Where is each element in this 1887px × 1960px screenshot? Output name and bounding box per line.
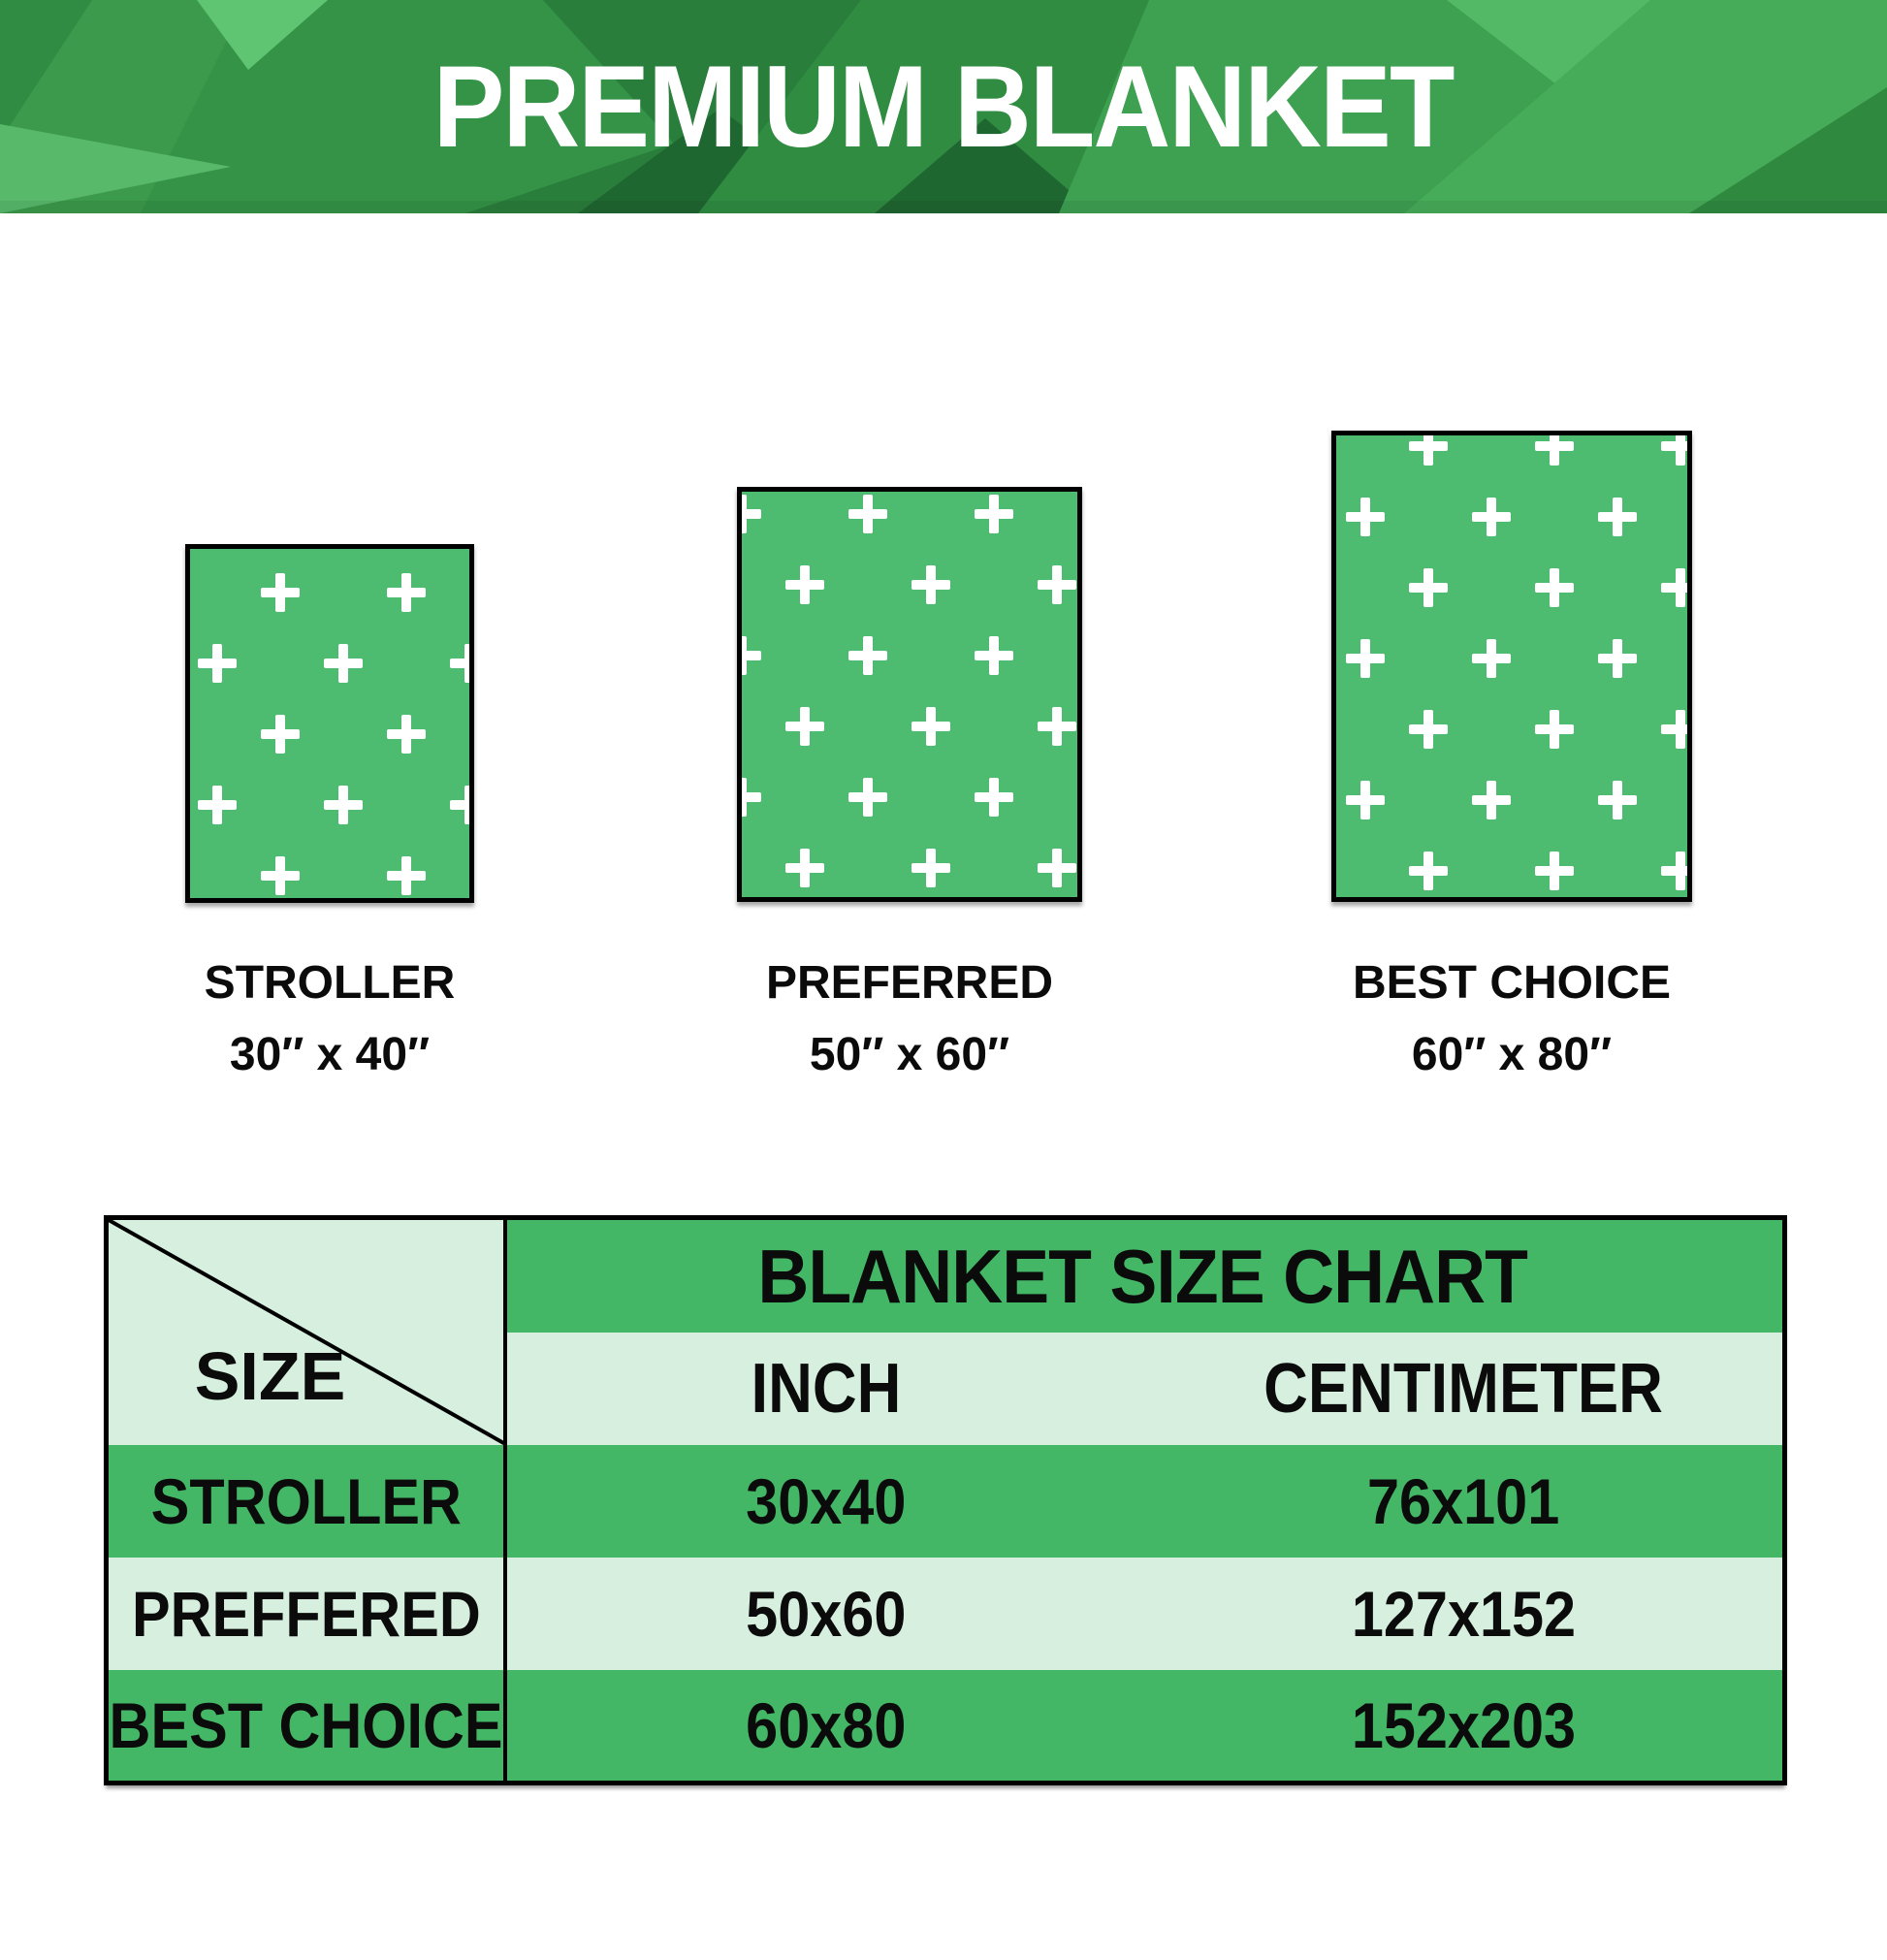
corner-diagonal-line	[109, 1220, 507, 1445]
row-label-stroller: STROLLER	[150, 1465, 462, 1537]
banner: PREMIUM BLANKET	[0, 0, 1887, 213]
column-header-centimeter: CENTIMETER	[1263, 1350, 1663, 1428]
blanket-name-label: PREFERRED	[765, 957, 1054, 1009]
table-title: BLANKET SIZE CHART	[503, 1220, 1782, 1333]
banner-lowpoly-graphic	[0, 0, 1887, 213]
blanket-size-label: 50″ x 60″	[809, 1029, 1010, 1080]
corner-size-label: SIZE	[194, 1338, 346, 1414]
blanket-size-label: 30″ x 40″	[229, 1029, 431, 1080]
page-title-text: PREMIUM BLANKET	[433, 42, 1455, 172]
caption-stroller: STROLLER 30″ x 40″	[97, 955, 562, 1083]
table-header-band	[503, 1220, 1782, 1333]
row-preffered-centimeter-value: 127x152	[1351, 1578, 1576, 1650]
row-preffered-inch-value: 50x60	[745, 1578, 907, 1650]
table-column-divider	[503, 1220, 507, 1781]
corner-size-cell: SIZE	[109, 1333, 503, 1445]
blanket-size-label: 60″ x 80″	[1411, 1029, 1613, 1080]
blanket-size-chart-table: BLANKET SIZE CHART SIZE INCH CENTIMETER …	[104, 1215, 1787, 1785]
row-best-choice-centimeter-value: 152x203	[1351, 1689, 1576, 1761]
row-stroller-inch-value: 30x40	[745, 1465, 907, 1537]
blanket-name-label: STROLLER	[204, 957, 456, 1009]
column-header-inch: INCH	[751, 1350, 901, 1428]
page-title: PREMIUM BLANKET	[0, 0, 1887, 213]
blanket-graphic-best-choice	[1331, 431, 1692, 902]
row-label-best-choice: BEST CHOICE	[109, 1689, 503, 1761]
blanket-graphic-stroller	[185, 544, 474, 903]
table-row-band-stroller	[109, 1445, 1782, 1558]
table-title-text: BLANKET SIZE CHART	[757, 1233, 1529, 1319]
caption-best-choice: BEST CHOICE 60″ x 80″	[1279, 955, 1744, 1083]
row-best-choice-inch-value: 60x80	[745, 1689, 907, 1761]
table-row-band-best-choice	[109, 1670, 1782, 1781]
caption-preferred: PREFERRED 50″ x 60″	[677, 955, 1142, 1083]
row-stroller-centimeter-value: 76x101	[1366, 1465, 1560, 1537]
blanket-graphic-preferred	[737, 487, 1082, 902]
row-label-preffered: PREFFERED	[131, 1578, 481, 1650]
blanket-name-label: BEST CHOICE	[1352, 957, 1672, 1009]
